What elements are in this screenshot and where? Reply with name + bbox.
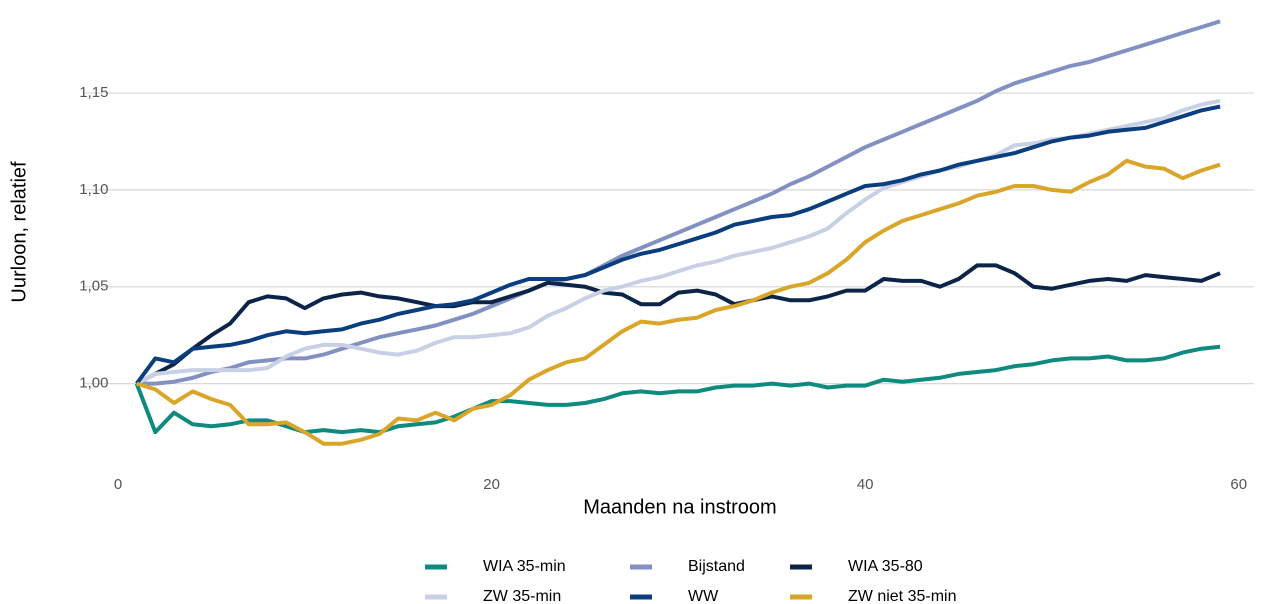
x-tick-label: 60 (1230, 476, 1247, 493)
y-tick-label: 1,15 (79, 84, 108, 101)
y-tick-label: 1,00 (79, 375, 108, 392)
series-line (135, 98, 1221, 386)
x-axis-title: Maanden na instroom (583, 496, 776, 518)
series-line (136, 158, 1221, 446)
x-tick-label: 0 (114, 476, 122, 493)
legend-label: ZW niet 35-min (848, 588, 956, 604)
legend-label: ZW 35-min (483, 588, 561, 604)
legend-label: WIA 35-min (483, 558, 566, 575)
legend-label: WIA 35-80 (848, 558, 923, 575)
y-tick-label: 1,10 (79, 181, 108, 198)
legend-label: WW (688, 588, 719, 604)
series-line (136, 19, 1221, 386)
legend-label: Bijstand (688, 558, 745, 575)
x-tick-label: 40 (857, 476, 874, 493)
y-tick-label: 1,05 (79, 278, 108, 295)
series-line (134, 344, 1221, 435)
series-line (135, 104, 1221, 385)
x-tick-label: 20 (483, 476, 500, 493)
y-axis-title: Uurloon, relatief (8, 161, 30, 303)
series-line (135, 263, 1221, 386)
